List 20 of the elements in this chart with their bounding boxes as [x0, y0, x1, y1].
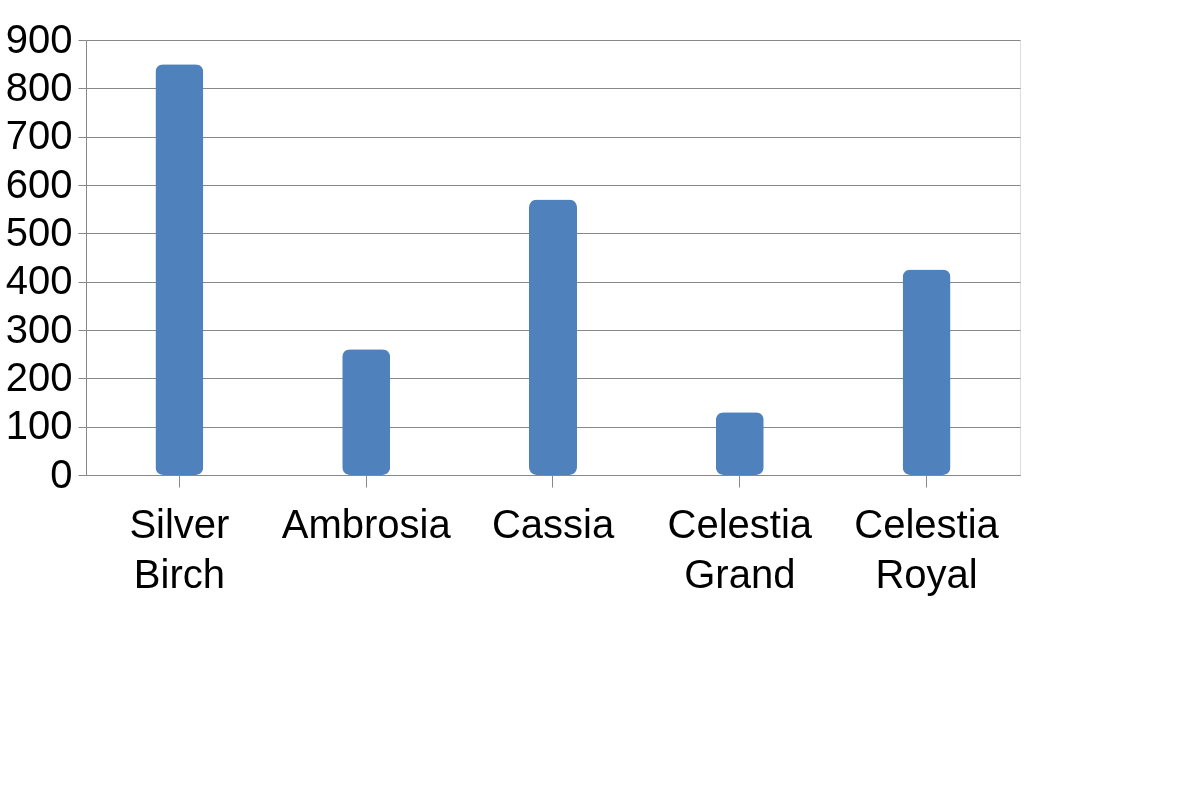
bar — [902, 269, 951, 475]
x-tick-label: Cassia — [491, 501, 615, 546]
x-tick-label: Celestia Grand — [667, 501, 813, 596]
y-tick-label: 200 — [5, 354, 73, 399]
bar — [715, 412, 764, 475]
y-tick-label: 300 — [5, 306, 73, 351]
y-tick-label: 500 — [5, 209, 73, 254]
y-tick-label: 0 — [50, 451, 73, 496]
y-tick-label: 600 — [5, 161, 73, 206]
y-tick-label: 800 — [5, 64, 73, 109]
bar — [342, 349, 391, 475]
bar — [529, 199, 577, 475]
y-tick-label: 400 — [5, 258, 73, 303]
x-tick-label: Celestia Royal — [854, 501, 1000, 596]
bar — [155, 64, 204, 475]
y-tick-label: 100 — [5, 403, 73, 448]
x-tick-label: Silver Birch — [129, 501, 230, 596]
x-tick-label: Ambrosia — [281, 501, 452, 546]
y-tick-label: 900 — [5, 16, 73, 61]
y-tick-label: 700 — [5, 113, 73, 158]
